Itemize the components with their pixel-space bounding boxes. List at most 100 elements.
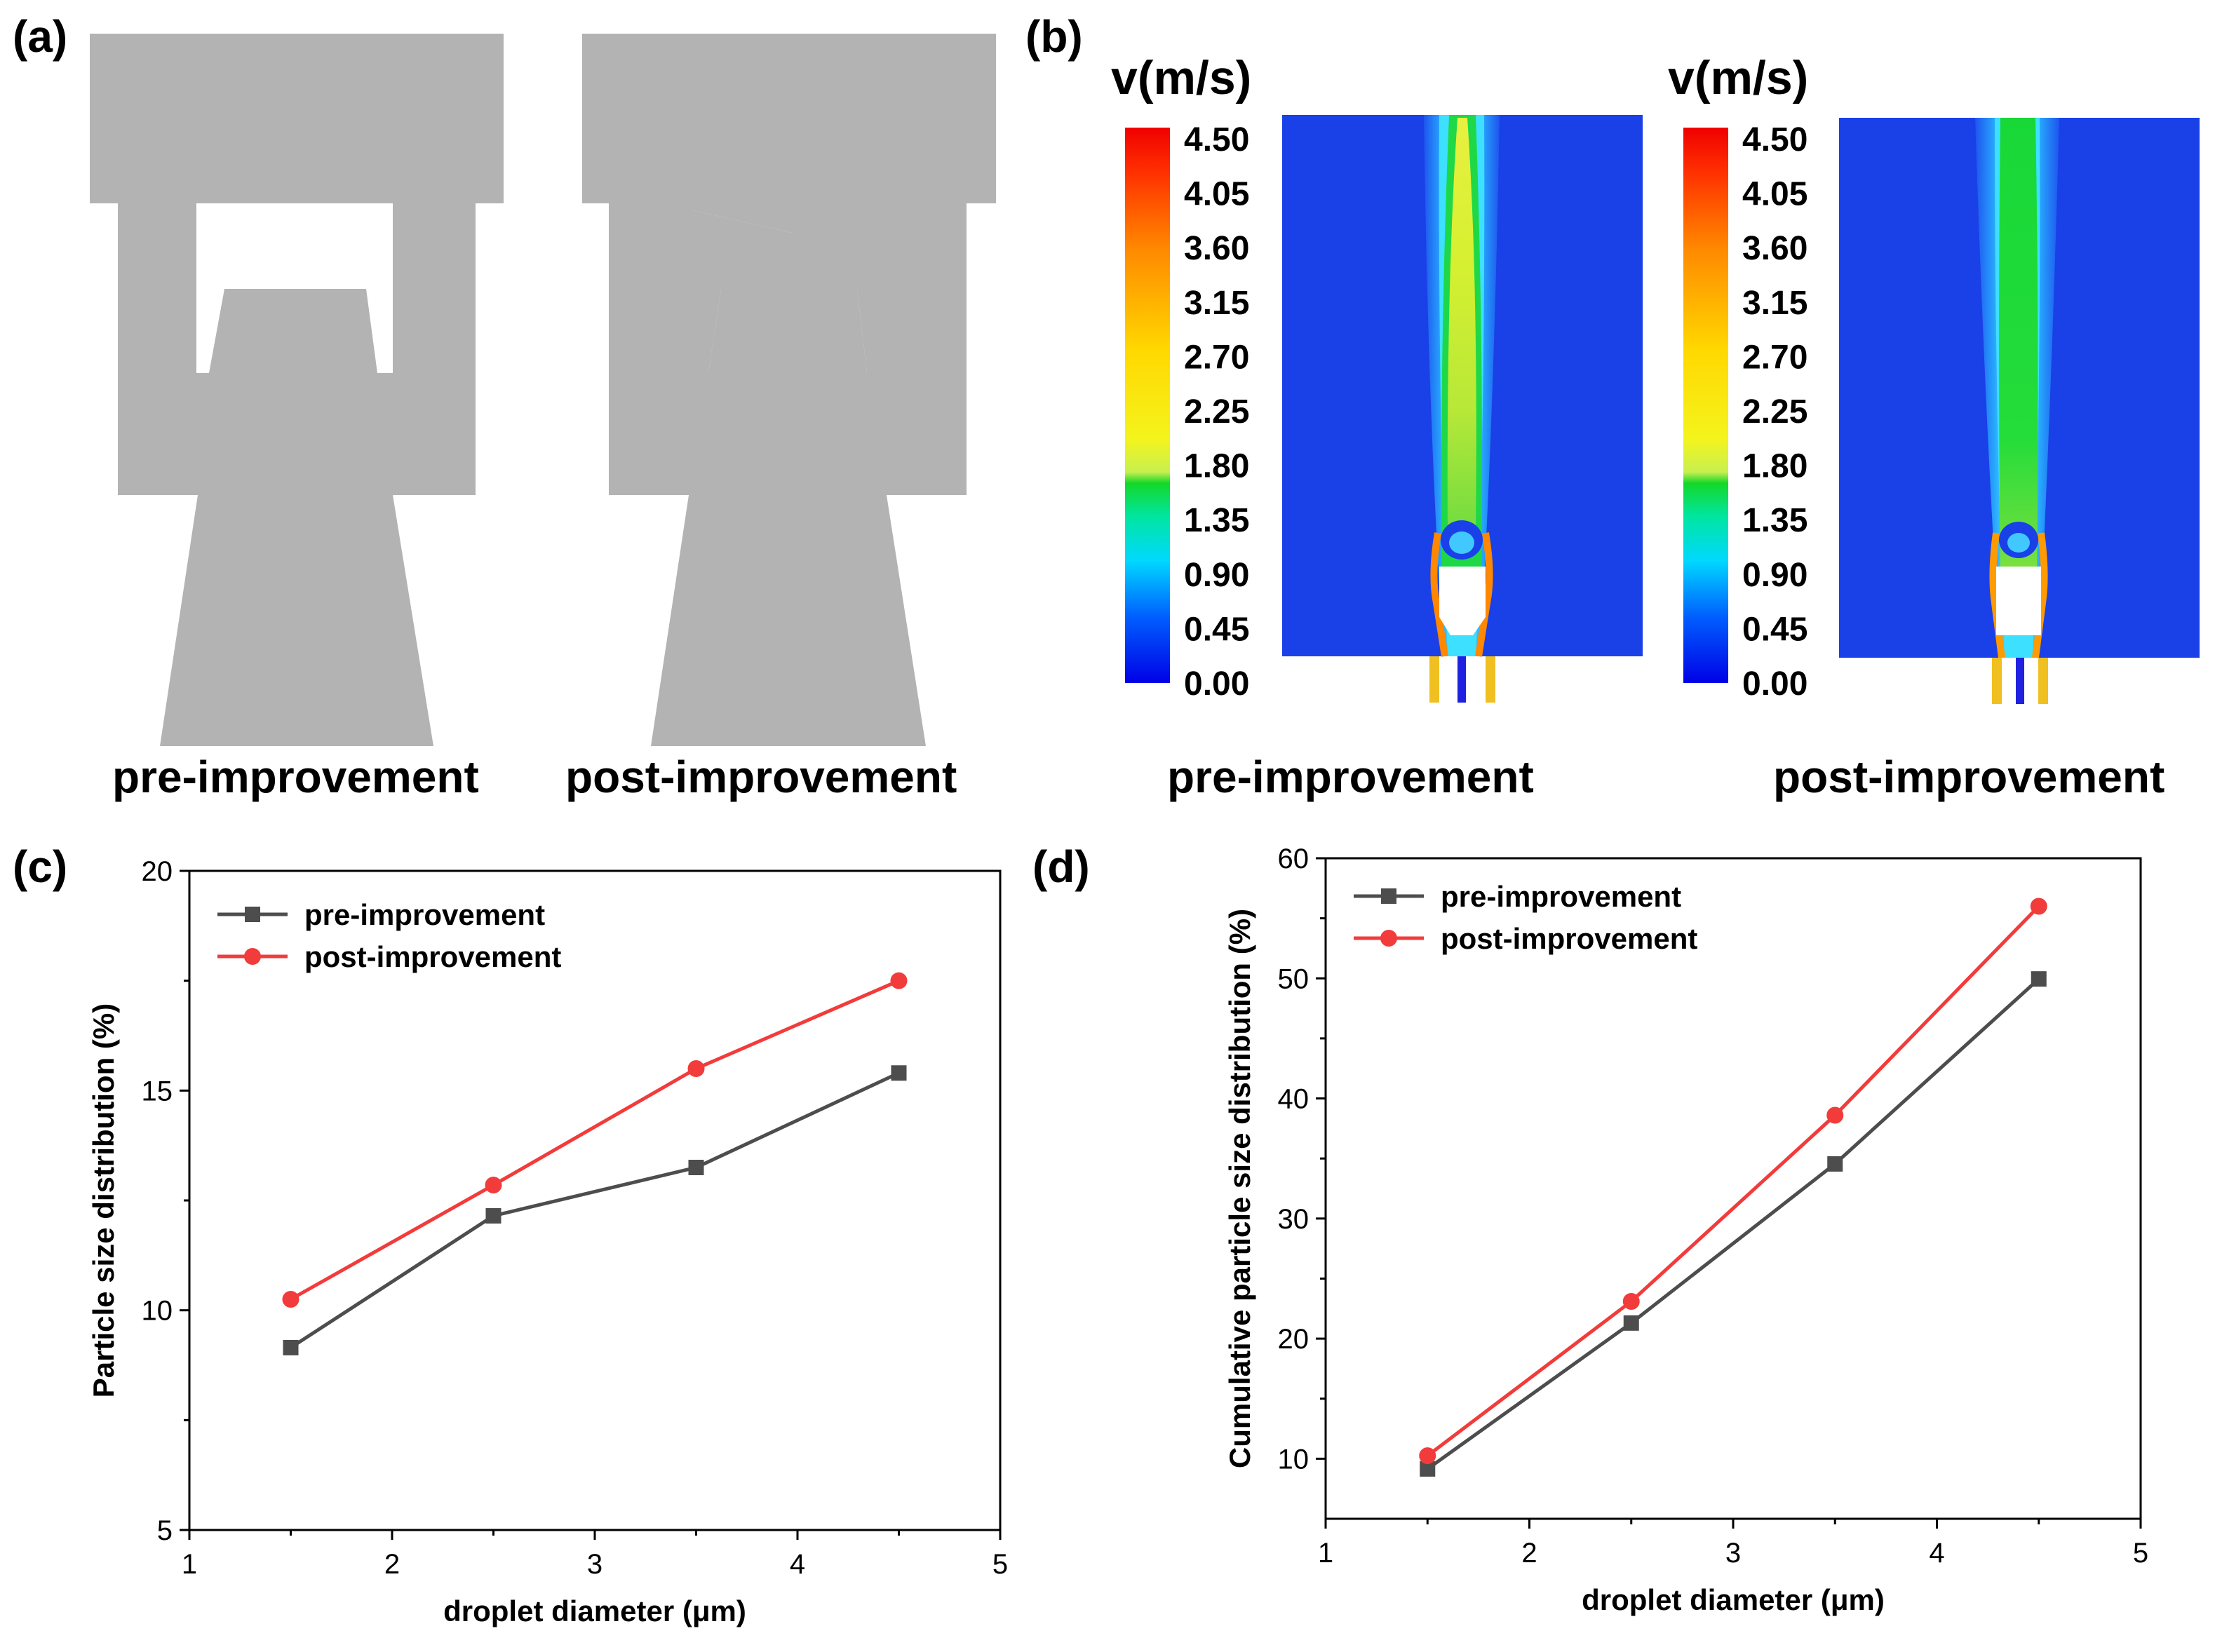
colorbar-right: v(m/s) 4.50 4.05 3.60 3.15 2.70 2.25 1.80 1.35 0… [1668, 51, 1808, 703]
data-point-post-improvement [282, 1291, 299, 1308]
data-point-pre-improvement [2031, 971, 2047, 987]
panel-d: (d) 1 2 3 4 5 10 20 30 40 50 60 droplet diameter (μ… [1032, 841, 2148, 1616]
panel-b-label: (b) [1025, 11, 1083, 62]
y-tick-label: 5 [157, 1515, 173, 1546]
right-colorbar-tick-label: 3.60 [1742, 230, 1807, 267]
right-colorbar-tick-label: 0.90 [1742, 557, 1807, 594]
legend-marker-post-improvement [244, 948, 261, 965]
left-colorbar-tick-label: 3.60 [1184, 230, 1249, 267]
data-point-pre-improvement [1623, 1315, 1639, 1331]
left-colorbar-tick-label: 0.45 [1184, 611, 1249, 648]
series-line-pre-improvement [290, 1071, 900, 1350]
left-colorbar-tick-label: 4.05 [1184, 176, 1249, 213]
x-tick-label: 2 [1521, 1538, 1537, 1569]
data-point-post-improvement [485, 1177, 502, 1194]
legend-label-post-improvement: post-improvement [304, 940, 561, 973]
x-axis-title: droplet diameter (μm) [443, 1595, 746, 1627]
panel-b: (b) v(m/s) 4.50 4.05 3.60 3.15 2.70 2.25 1.80 1… [1025, 11, 2200, 802]
chart-c: 1 2 3 4 5 5 10 15 20 droplet diameter (μm) Particl… [87, 856, 1008, 1627]
colorbar-left-title: v(m/s) [1111, 51, 1251, 104]
panel-a-label: (a) [13, 11, 67, 62]
legend-marker-pre-improvement [245, 907, 260, 922]
pre-improvement-nozzle-geometry [90, 34, 504, 746]
legend-label-pre-improvement: pre-improvement [304, 898, 545, 931]
panel-b-caption-post: post-improvement [1773, 752, 2164, 802]
right-colorbar-tick-label: 0.00 [1742, 665, 1807, 703]
legend-label-post-improvement: post-improvement [1441, 922, 1697, 955]
plot-frame [1324, 857, 2142, 1520]
colorbar-right-title: v(m/s) [1668, 51, 1808, 104]
left-colorbar-tick-label: 1.80 [1184, 448, 1249, 485]
y-tick-label: 30 [1278, 1204, 1310, 1235]
data-point-post-improvement [687, 1060, 705, 1077]
colorbar-right-ticks: 4.50 4.05 3.60 3.15 2.70 2.25 1.80 1.35 0.90 0.45… [1742, 121, 1807, 703]
data-point-post-improvement [1419, 1447, 1436, 1465]
data-point-pre-improvement [1420, 1461, 1436, 1477]
data-point-pre-improvement [485, 1207, 501, 1224]
x-tick-label: 4 [790, 1549, 805, 1580]
right-colorbar-tick-label: 2.25 [1742, 393, 1807, 431]
x-tick-label: 3 [1725, 1538, 1741, 1569]
left-colorbar-tick-label: 0.90 [1184, 557, 1249, 594]
right-colorbar-tick-label: 4.05 [1742, 176, 1807, 213]
x-axis-title: droplet diameter (μm) [1582, 1583, 1885, 1616]
right-colorbar-tick-label: 2.70 [1742, 339, 1807, 376]
left-colorbar-tick-label: 3.15 [1184, 285, 1249, 322]
x-tick-label: 3 [587, 1549, 602, 1580]
panel-d-label: (d) [1032, 841, 1090, 892]
x-tick-label: 1 [1318, 1538, 1333, 1569]
data-point-pre-improvement [891, 1065, 907, 1081]
x-tick-label: 4 [1929, 1538, 1944, 1569]
data-point-post-improvement [1826, 1106, 1844, 1124]
left-colorbar-tick-label: 0.00 [1184, 665, 1249, 703]
y-axis-title: Particle size distribution (%) [87, 1003, 120, 1397]
post-improvement-nozzle-geometry [582, 34, 996, 746]
data-point-post-improvement [890, 972, 908, 989]
x-tick-label: 5 [2133, 1538, 2148, 1569]
data-point-pre-improvement [1827, 1156, 1843, 1172]
colorbar-left: v(m/s) 4.50 4.05 3.60 3.15 2.70 2.25 1.80 1.35 0… [1111, 51, 1251, 703]
data-point-pre-improvement [283, 1339, 299, 1355]
y-tick-label: 10 [142, 1296, 173, 1327]
y-tick-label: 60 [1278, 844, 1310, 874]
data-point-post-improvement [1622, 1292, 1640, 1310]
left-colorbar-tick-label: 2.25 [1184, 393, 1249, 431]
right-colorbar-tick-label: 4.50 [1742, 121, 1807, 158]
colorbar-right-bar [1683, 128, 1728, 683]
data-point-post-improvement [2030, 898, 2047, 915]
series-line-post-improvement [1426, 905, 2040, 1458]
series-line-post-improvement [290, 979, 900, 1301]
y-tick-label: 10 [1278, 1444, 1310, 1475]
x-tick-label: 2 [384, 1549, 400, 1580]
left-colorbar-tick-label: 1.35 [1184, 502, 1249, 539]
colorbar-left-ticks: 4.50 4.05 3.60 3.15 2.70 2.25 1.80 1.35 0.90 0.45… [1184, 121, 1249, 703]
legend-marker-pre-improvement [1381, 888, 1396, 904]
y-tick-label: 40 [1278, 1084, 1310, 1115]
panel-c-label: (c) [13, 841, 67, 892]
panel-a-caption-pre: pre-improvement [112, 752, 479, 802]
left-colorbar-tick-label: 4.50 [1184, 121, 1249, 158]
panel-c: (c) 1 2 3 4 5 5 10 15 20 droplet diameter (μm) Par… [13, 841, 1008, 1627]
y-tick-label: 20 [1278, 1324, 1310, 1355]
data-point-pre-improvement [688, 1160, 704, 1175]
panel-b-caption-pre: pre-improvement [1167, 752, 1534, 802]
left-colorbar-tick-label: 2.70 [1184, 339, 1249, 376]
velocity-field-post [1839, 118, 2200, 704]
right-colorbar-tick-label: 1.80 [1742, 448, 1807, 485]
legend-label-pre-improvement: pre-improvement [1441, 880, 1681, 913]
y-axis-title: Cumulative particle size distribution (%… [1223, 909, 1256, 1468]
chart-d: 1 2 3 4 5 10 20 30 40 50 60 droplet diameter (μm) Cu… [1223, 844, 2148, 1616]
y-tick-label: 20 [142, 856, 173, 887]
y-tick-label: 50 [1278, 963, 1310, 994]
legend-marker-post-improvement [1380, 930, 1397, 947]
right-colorbar-tick-label: 0.45 [1742, 611, 1807, 648]
panel-a-caption-post: post-improvement [565, 752, 957, 802]
velocity-field-pre [1282, 115, 1643, 703]
y-tick-label: 15 [142, 1076, 173, 1106]
colorbar-left-bar [1125, 128, 1170, 683]
series-line-pre-improvement [1426, 977, 2040, 1470]
x-tick-label: 5 [992, 1549, 1008, 1580]
x-tick-label: 1 [182, 1549, 197, 1580]
right-colorbar-tick-label: 3.15 [1742, 285, 1807, 322]
